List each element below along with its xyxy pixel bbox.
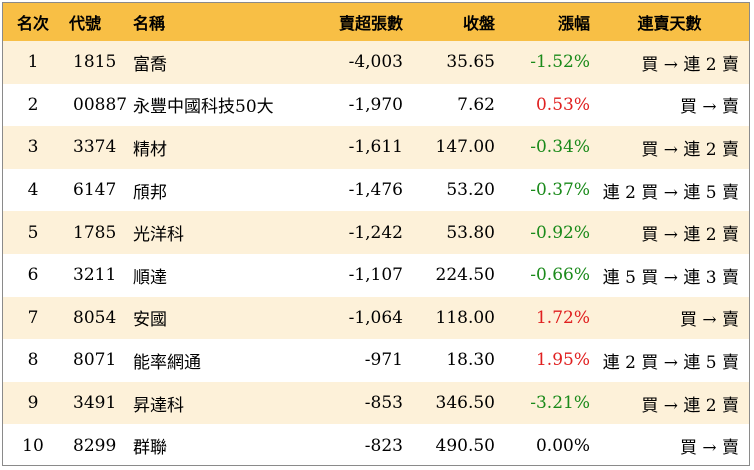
code-cell: 8299 xyxy=(73,435,117,456)
change-cell: 0.53% xyxy=(535,94,590,115)
code-cell: 3491 xyxy=(73,393,117,414)
sell-excess-cell: -1,970 xyxy=(348,94,403,115)
rank-cell: 4 xyxy=(27,180,39,201)
code-cell: 6147 xyxy=(73,180,117,201)
sell-excess-cell: -1,242 xyxy=(348,222,403,243)
change-cell: -0.34% xyxy=(530,137,590,158)
name-cell: 富喬 xyxy=(133,54,167,75)
header-row: 名次 代號 名稱 賣超張數 收盤 漲幅 連賣天數 xyxy=(3,3,749,41)
table-row: 10 8299 群聯 -823 490.50 0.00% 買 → 賣 xyxy=(3,424,749,465)
name-cell: 頎邦 xyxy=(133,182,167,203)
change-cell: 1.95% xyxy=(535,350,590,371)
close-cell: 490.50 xyxy=(435,435,495,456)
header-name: 名稱 xyxy=(133,14,166,33)
close-cell: 224.50 xyxy=(435,265,495,286)
rank-cell: 5 xyxy=(27,222,39,243)
code-cell: 3374 xyxy=(73,137,117,158)
rank-cell: 7 xyxy=(27,307,39,328)
table-row: 6 3211 順達 -1,107 224.50 -0.66% 連 5 買 → 連… xyxy=(3,253,749,297)
close-cell: 7.62 xyxy=(457,94,495,115)
change-cell: -0.37% xyxy=(530,180,590,201)
change-cell: 0.00% xyxy=(535,435,590,456)
table-row: 1 1815 富喬 -4,003 35.65 -1.52% 買 → 連 2 賣 xyxy=(3,41,749,84)
table-row: 9 3491 昇達科 -853 346.50 -3.21% 買 → 連 2 賣 xyxy=(3,381,749,425)
code-cell: 1815 xyxy=(73,52,117,73)
table-row: 4 6147 頎邦 -1,476 53.20 -0.37% 連 2 買 → 連 … xyxy=(3,168,749,212)
streak-cell: 連 2 買 → 連 5 賣 xyxy=(602,182,739,203)
streak-cell: 買 → 連 2 賣 xyxy=(641,54,739,75)
sell-excess-cell: -1,611 xyxy=(348,137,403,158)
close-cell: 346.50 xyxy=(435,393,495,414)
name-cell: 永豐中國科技50大 xyxy=(133,97,274,118)
table-row: 2 00887 永豐中國科技50大 -1,970 7.62 0.53% 買 → … xyxy=(3,83,749,127)
sell-excess-cell: -1,107 xyxy=(348,265,403,286)
sell-excess-cell: -971 xyxy=(364,350,403,371)
streak-cell: 買 → 連 2 賣 xyxy=(641,225,739,246)
streak-cell: 買 → 賣 xyxy=(679,310,739,331)
close-cell: 53.20 xyxy=(446,180,495,201)
change-cell: -1.52% xyxy=(530,52,590,73)
code-cell: 8054 xyxy=(73,307,117,328)
close-cell: 35.65 xyxy=(446,52,495,73)
header-code: 代號 xyxy=(69,14,102,33)
code-cell: 8071 xyxy=(73,350,117,371)
code-cell: 1785 xyxy=(73,222,117,243)
code-cell: 00887 xyxy=(73,94,128,115)
header-close: 收盤 xyxy=(462,14,495,33)
sell-ranking-table: 名次 代號 名稱 賣超張數 收盤 漲幅 連賣天數 1 1815 富喬 -4,00… xyxy=(3,3,749,465)
name-cell: 能率網通 xyxy=(133,352,201,373)
streak-cell: 連 2 買 → 連 5 賣 xyxy=(602,352,739,373)
table-row: 3 3374 精材 -1,611 147.00 -0.34% 買 → 連 2 賣 xyxy=(3,126,749,169)
sell-excess-cell: -853 xyxy=(364,393,403,414)
rank-cell: 3 xyxy=(27,137,39,158)
name-cell: 精材 xyxy=(133,139,167,160)
change-cell: -0.66% xyxy=(530,265,590,286)
name-cell: 安國 xyxy=(133,310,167,331)
rank-cell: 8 xyxy=(27,350,39,371)
name-cell: 光洋科 xyxy=(133,225,184,246)
name-cell: 昇達科 xyxy=(133,395,184,416)
table-row: 8 8071 能率網通 -971 18.30 1.95% 連 2 買 → 連 5… xyxy=(3,339,749,382)
sell-excess-cell: -1,476 xyxy=(348,180,403,201)
table-row: 7 8054 安國 -1,064 118.00 1.72% 買 → 賣 xyxy=(3,296,749,340)
change-cell: -0.92% xyxy=(530,222,590,243)
rank-cell: 1 xyxy=(27,52,39,73)
rank-cell: 10 xyxy=(22,435,44,456)
streak-cell: 買 → 連 2 賣 xyxy=(641,139,739,160)
streak-cell: 買 → 連 2 賣 xyxy=(641,395,739,416)
name-cell: 群聯 xyxy=(133,438,167,459)
sell-excess-cell: -4,003 xyxy=(348,52,403,73)
rank-cell: 2 xyxy=(27,94,39,115)
streak-cell: 連 5 買 → 連 3 賣 xyxy=(602,267,739,288)
table-header: 名次 代號 名稱 賣超張數 收盤 漲幅 連賣天數 xyxy=(3,3,749,41)
close-cell: 18.30 xyxy=(446,350,495,371)
sell-ranking-table-frame: 名次 代號 名稱 賣超張數 收盤 漲幅 連賣天數 1 1815 富喬 -4,00… xyxy=(2,2,750,466)
change-cell: -3.21% xyxy=(530,393,590,414)
streak-cell: 買 → 賣 xyxy=(679,438,739,459)
rank-cell: 6 xyxy=(27,265,39,286)
streak-cell: 買 → 賣 xyxy=(679,97,739,118)
name-cell: 順達 xyxy=(133,267,167,288)
table-row: 5 1785 光洋科 -1,242 53.80 -0.92% 買 → 連 2 賣 xyxy=(3,211,749,254)
close-cell: 147.00 xyxy=(435,137,495,158)
sell-excess-cell: -823 xyxy=(364,435,403,456)
header-streak: 連賣天數 xyxy=(637,14,702,33)
header-rank: 名次 xyxy=(16,14,49,33)
change-cell: 1.72% xyxy=(535,307,590,328)
close-cell: 53.80 xyxy=(446,222,495,243)
rank-cell: 9 xyxy=(27,393,39,414)
code-cell: 3211 xyxy=(73,265,117,286)
close-cell: 118.00 xyxy=(435,307,495,328)
header-sell-excess: 賣超張數 xyxy=(338,14,403,33)
header-change: 漲幅 xyxy=(557,14,590,33)
sell-excess-cell: -1,064 xyxy=(348,307,403,328)
table-body: 1 1815 富喬 -4,003 35.65 -1.52% 買 → 連 2 賣 … xyxy=(3,41,749,465)
